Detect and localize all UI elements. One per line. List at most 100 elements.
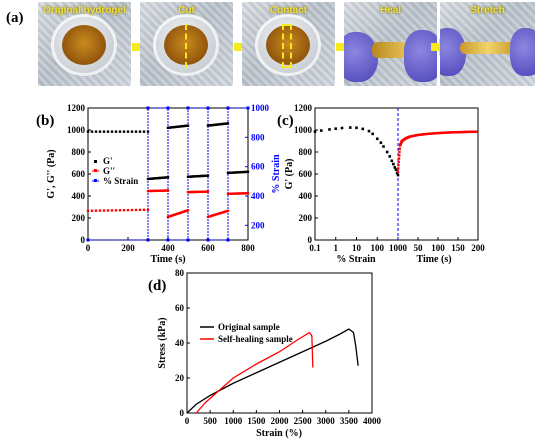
- x-tick-label: 0.1: [309, 243, 321, 253]
- g2prime-point: [142, 208, 146, 212]
- g2prime-point: [230, 192, 234, 195]
- time-sweep-point: [398, 154, 401, 157]
- g2prime-point: [164, 189, 167, 192]
- series-original-line: [186, 328, 359, 414]
- time-sweep-point: [416, 133, 420, 137]
- time-sweep-point: [466, 130, 470, 134]
- gprime-point: [142, 130, 146, 133]
- g2prime-point: [244, 192, 247, 195]
- g2prime-point: [94, 209, 98, 212]
- x-tick-label: 0: [86, 243, 91, 253]
- g2prime-point: [210, 214, 214, 217]
- strain-sweep-point: [340, 126, 344, 130]
- gprime-point: [228, 171, 231, 175]
- g2prime-point: [118, 209, 122, 212]
- time-sweep-point: [453, 131, 456, 134]
- y-tick-label: 1200: [294, 103, 313, 113]
- g2prime-point: [193, 190, 196, 194]
- time-sweep-point: [468, 130, 471, 134]
- photo-label: Original hydrogel: [43, 5, 126, 16]
- g2prime-point: [206, 215, 210, 219]
- y-tick-label: 20: [175, 373, 185, 383]
- time-sweep-point: [421, 133, 425, 136]
- x-tick-label: 2500: [294, 416, 313, 426]
- y-tick-right-label: 600: [251, 162, 265, 172]
- g2prime-point: [228, 192, 231, 195]
- panel-d-letter: (d): [148, 278, 166, 294]
- gprime-point: [225, 122, 228, 125]
- strain-sweep-point: [348, 126, 352, 129]
- y-tick-label: 600: [72, 169, 86, 179]
- x-tick-label: 200: [121, 243, 135, 253]
- time-sweep-point: [397, 167, 400, 170]
- gprime-point: [166, 126, 170, 129]
- g2prime-point: [122, 208, 126, 212]
- x-tick-label: 800: [241, 243, 255, 253]
- strain-sweep-point: [390, 159, 394, 163]
- gprime-point: [162, 176, 166, 179]
- g2prime-point: [184, 209, 187, 213]
- x-tick-label: 1500: [247, 416, 266, 426]
- time-sweep-point: [426, 132, 430, 136]
- gprime-point: [185, 124, 188, 127]
- g2prime-point: [166, 215, 170, 219]
- strain-point: [246, 106, 250, 110]
- gprime-point: [206, 174, 210, 177]
- gprime-point: [114, 130, 118, 133]
- y-tick-label: 200: [299, 213, 313, 223]
- series-strain-line: [88, 107, 248, 241]
- gprime-point: [196, 175, 199, 178]
- g2prime-point: [156, 189, 159, 192]
- strain-point: [146, 106, 150, 110]
- time-sweep-point: [474, 130, 477, 133]
- strain-point: [226, 106, 230, 110]
- time-sweep-point: [450, 131, 453, 134]
- g2prime-point: [237, 192, 240, 195]
- gprime-point: [220, 122, 223, 126]
- gprime-point: [130, 130, 134, 133]
- y-tick-right-label: 400: [251, 191, 265, 201]
- y-tick-right-label: 1000: [251, 103, 270, 113]
- gprime-point: [188, 175, 191, 178]
- x-tick-label: 3000: [317, 416, 336, 426]
- g2prime-point: [185, 209, 188, 212]
- gprime-point: [224, 122, 227, 125]
- glove: [404, 30, 437, 82]
- g2prime-point: [181, 210, 184, 214]
- g2prime-point: [226, 192, 230, 195]
- g2prime-point: [216, 212, 219, 216]
- gprime-point: [149, 177, 152, 180]
- panel-a-letter: (a): [6, 10, 24, 26]
- photo-label: Contact: [269, 5, 308, 16]
- gprime-point: [201, 174, 204, 178]
- gprime-point: [216, 123, 219, 126]
- g2prime-point: [182, 210, 186, 213]
- time-sweep-point: [475, 130, 478, 133]
- gprime-point: [86, 130, 90, 133]
- g2prime-point: [229, 192, 232, 195]
- gprime-point: [126, 130, 130, 133]
- x-tick-label: 100: [431, 243, 445, 253]
- y-tick-label: 600: [299, 169, 313, 179]
- time-sweep-point: [465, 130, 468, 134]
- gprime-point: [200, 174, 203, 178]
- g2prime-point: [222, 210, 226, 214]
- cut-line: [185, 24, 189, 68]
- gprime-point: [176, 125, 179, 128]
- time-sweep-point: [420, 133, 423, 136]
- gprime-point: [152, 177, 155, 180]
- g2prime-point: [98, 209, 102, 212]
- g2prime-point: [157, 189, 160, 192]
- g2prime-point: [245, 192, 248, 195]
- g2prime-point: [234, 192, 238, 195]
- strain-point: [206, 238, 210, 242]
- time-sweep-point: [469, 130, 472, 134]
- xlabel-b: Time (s): [150, 254, 185, 265]
- g2prime-point: [202, 190, 206, 193]
- xlabel-left-c: % Strain: [336, 254, 376, 265]
- series-self-healing-line: [195, 331, 314, 414]
- gprime-point: [174, 125, 178, 129]
- x-tick-label: 1000: [224, 416, 243, 426]
- strain-sweep-point: [385, 150, 389, 154]
- time-sweep-point: [435, 131, 438, 135]
